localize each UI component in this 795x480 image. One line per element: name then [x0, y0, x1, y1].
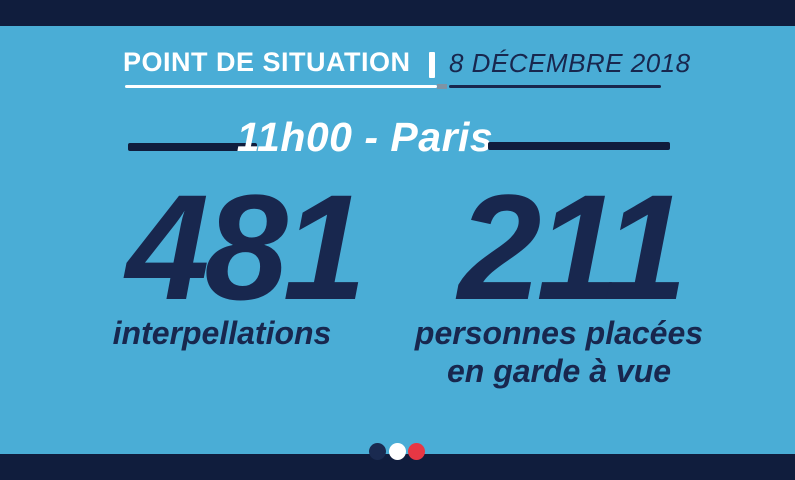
pager-dot-blue-icon — [369, 443, 386, 460]
header-underline-white — [125, 85, 437, 88]
stat-label-interpellations: interpellations — [102, 314, 342, 352]
pager-dot-white-icon — [388, 443, 406, 460]
stat-label-garde-a-vue: personnes placées en garde à vue — [398, 314, 720, 390]
stat-value-garde-a-vue: 211 — [458, 163, 687, 331]
pager-dot-red-icon — [408, 443, 425, 460]
stat-label-line: personnes placées — [414, 315, 704, 351]
stat-label-line: en garde à vue — [446, 353, 672, 389]
top-band — [0, 0, 795, 26]
header-separator-bar: | — [429, 52, 435, 78]
stat-value-interpellations: 481 — [126, 163, 366, 331]
subtitle-dash-left — [128, 143, 257, 151]
stat-label-line: interpellations — [112, 315, 332, 351]
header-underline-gray-nub — [437, 84, 447, 89]
header-date: 8 DÉCEMBRE 2018 — [449, 48, 691, 78]
header-title: POINT DE SITUATION — [123, 47, 411, 77]
subtitle-dash-right — [488, 142, 670, 150]
header-underline-navy — [449, 85, 661, 88]
subtitle-time-location: 11h00 - Paris — [236, 114, 494, 160]
